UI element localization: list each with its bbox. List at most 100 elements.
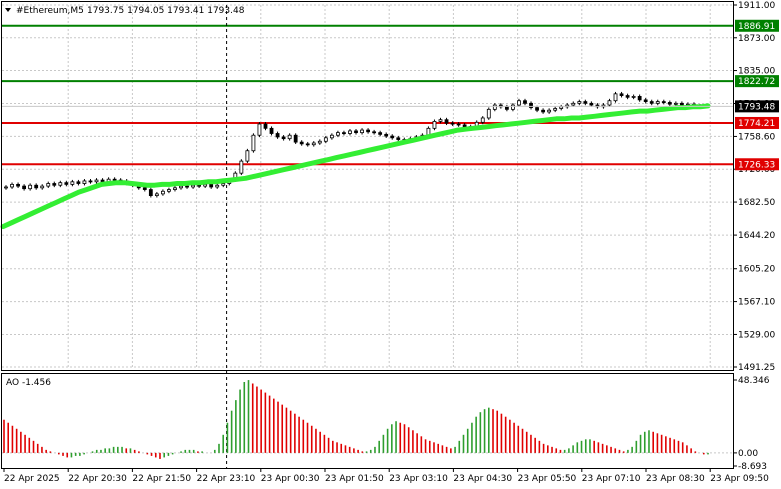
ohlc-readout: 1793.75 1794.05 1793.41 1793.48 (87, 6, 245, 16)
candle (450, 121, 455, 126)
candle (34, 183, 39, 190)
candle (390, 134, 395, 140)
candle (613, 91, 618, 103)
candle (215, 183, 220, 189)
time-tick-label: 23 Apr 04:30 (453, 474, 512, 484)
candle (287, 133, 292, 141)
price-tick-label: 1911.00 (738, 1, 775, 11)
candle (46, 181, 51, 189)
candle (372, 129, 377, 135)
ao-tick-label: 48.346 (738, 376, 770, 386)
candle (480, 116, 485, 125)
candle (58, 180, 63, 188)
candle (342, 130, 346, 136)
candle (553, 106, 558, 113)
ao-tick-label: -8.693 (738, 462, 767, 472)
candle (661, 99, 666, 105)
candle (438, 117, 443, 124)
candle (94, 178, 99, 184)
candle (239, 159, 244, 176)
candle (541, 108, 545, 114)
candle (511, 103, 515, 112)
candle (52, 181, 57, 188)
price-tick-label: 1644.20 (738, 231, 775, 241)
candle (529, 101, 533, 110)
candle (360, 128, 364, 135)
candle (378, 130, 383, 137)
price-tick-label: 1567.10 (738, 298, 775, 308)
candle (299, 140, 304, 146)
candle (492, 103, 497, 112)
ao-axis: 48.346 0.00 -8.693 (733, 376, 770, 472)
level-tags: 1886.91 1822.72 1774.21 1726.33 (735, 19, 779, 171)
price-grid (2, 4, 733, 368)
candle (28, 183, 33, 191)
candle (336, 130, 340, 138)
svg-text:1886.91: 1886.91 (738, 22, 775, 32)
price-tick-label: 1835.00 (738, 67, 775, 77)
price-tick-label: 1529.00 (738, 330, 775, 340)
time-tick-label: 23 Apr 00:30 (261, 474, 320, 484)
time-tick-label: 23 Apr 07:10 (582, 474, 641, 484)
candle (293, 133, 298, 145)
candle (64, 180, 69, 187)
candle (154, 191, 159, 198)
candle (323, 135, 328, 144)
candle (22, 184, 27, 191)
candle (523, 98, 527, 106)
svg-text:1726.33: 1726.33 (738, 160, 775, 170)
candle (354, 129, 358, 135)
candle (148, 187, 153, 198)
candle (70, 179, 75, 187)
candle (547, 108, 552, 114)
candle (396, 135, 401, 142)
candle (456, 122, 461, 127)
candle (329, 133, 334, 140)
candle (637, 94, 642, 102)
time-tick-label: 23 Apr 05:50 (518, 474, 577, 484)
candle (649, 99, 654, 106)
candle (655, 99, 660, 106)
candle (82, 179, 87, 186)
candle (281, 135, 286, 141)
candle (257, 122, 262, 138)
candle (444, 117, 449, 126)
candle (167, 187, 171, 194)
dropdown-triangle-icon[interactable] (5, 8, 11, 12)
price-tick-label: 1758.60 (738, 132, 775, 142)
candle (631, 94, 636, 100)
candle (643, 97, 648, 104)
svg-text:1822.72: 1822.72 (738, 77, 775, 87)
candle (76, 179, 81, 186)
candle (16, 182, 20, 189)
svg-text:1774.21: 1774.21 (738, 119, 775, 129)
time-tick-label: 23 Apr 01:50 (325, 474, 384, 484)
candle (486, 107, 491, 120)
time-tick-label: 22 Apr 21:50 (132, 474, 191, 484)
candle (161, 189, 165, 196)
candle (173, 185, 177, 192)
candle (619, 91, 624, 98)
time-tick-label: 22 Apr 20:30 (68, 474, 127, 484)
moving-average-line (0, 103, 711, 230)
price-panel-frame (1, 1, 734, 371)
ao-panel-frame (1, 373, 734, 469)
candle (245, 148, 250, 163)
candle (263, 122, 268, 131)
candle (88, 179, 93, 184)
price-tick-label: 1605.20 (738, 265, 775, 275)
candle (432, 119, 437, 131)
symbol-label: #Ethereum,M5 (16, 6, 84, 16)
candle (583, 99, 588, 106)
candle (348, 129, 352, 136)
candle (40, 184, 45, 190)
ao-title: AO -1.456 (6, 378, 51, 388)
price-tick-label: 1873.00 (738, 34, 775, 44)
candle (317, 139, 322, 145)
candle (607, 98, 612, 107)
time-axis: 22 Apr 2025 22 Apr 20:30 22 Apr 21:50 22 Ap… (3, 468, 769, 484)
level-lines (2, 24, 733, 166)
candle (384, 132, 389, 138)
candle (559, 104, 564, 111)
